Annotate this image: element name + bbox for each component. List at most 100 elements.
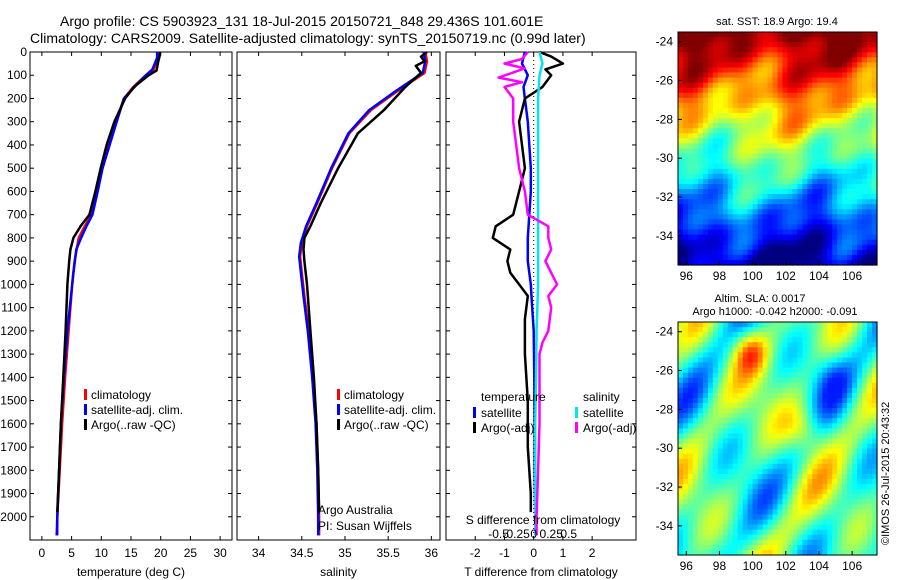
sst-heatmap-cell bbox=[832, 67, 838, 74]
sst-heatmap-cell bbox=[752, 113, 759, 119]
sst-heatmap-cell bbox=[717, 224, 724, 231]
sst-heatmap-cell bbox=[807, 168, 813, 175]
sla-heatmap-cell bbox=[742, 423, 749, 429]
sla-heatmap-cell bbox=[812, 514, 818, 521]
series-line-satellite bbox=[533, 51, 544, 536]
sst-heatmap-cell bbox=[712, 254, 719, 261]
sla-heatmap-cell bbox=[732, 438, 739, 445]
sla-heatmap-cell bbox=[747, 327, 754, 333]
sst-heatmap-cell bbox=[692, 77, 699, 84]
sst-heatmap-cell bbox=[692, 97, 699, 104]
sst-heatmap-cell bbox=[727, 102, 734, 109]
sla-heatmap-cell bbox=[747, 322, 754, 328]
sla-heatmap-cell bbox=[777, 398, 784, 404]
sst-heatmap-cell bbox=[702, 184, 709, 190]
sst-heatmap-cell bbox=[683, 219, 689, 226]
sla-heatmap-cell bbox=[827, 327, 833, 333]
sla-heatmap-cell bbox=[857, 479, 863, 485]
sla-heatmap-cell bbox=[812, 398, 818, 404]
sst-heatmap-cell bbox=[707, 37, 714, 43]
sla-heatmap-cell bbox=[767, 489, 774, 495]
sst-heatmap-cell bbox=[683, 229, 689, 236]
sla-heatmap-cell bbox=[697, 428, 704, 435]
sla-heatmap-cell bbox=[847, 377, 853, 384]
sst-heatmap-cell bbox=[832, 143, 838, 150]
sla-heatmap-cell bbox=[822, 468, 828, 475]
sla-heatmap-cell bbox=[683, 418, 689, 424]
sla-heatmap-cell bbox=[702, 499, 709, 505]
sla-heatmap-cell bbox=[752, 352, 759, 359]
sst-heatmap-cell bbox=[812, 57, 818, 63]
sst-heatmap-cell bbox=[822, 204, 828, 210]
sla-heatmap-cell bbox=[767, 463, 774, 470]
sla-heatmap-cell bbox=[678, 408, 684, 414]
sla-heatmap-cell bbox=[688, 499, 694, 505]
sst-heatmap-cell bbox=[772, 204, 779, 210]
sst-heatmap-cell bbox=[737, 158, 744, 165]
sla-heatmap-cell bbox=[807, 499, 813, 505]
sst-heatmap-cell bbox=[807, 77, 813, 84]
x-axis-label: salinity bbox=[320, 565, 357, 579]
sla-heatmap-cell bbox=[847, 438, 853, 445]
sla-heatmap-cell bbox=[812, 539, 818, 546]
sst-heatmap-cell bbox=[817, 148, 823, 155]
sst-heatmap-cell bbox=[827, 209, 833, 215]
sla-heatmap-cell bbox=[742, 322, 749, 328]
sst-heatmap-cell bbox=[777, 148, 784, 155]
sla-heatmap-cell bbox=[812, 549, 818, 556]
sla-heatmap-cell bbox=[867, 514, 873, 521]
sla-heatmap-cell bbox=[832, 362, 838, 369]
sla-heatmap-cell bbox=[722, 382, 729, 389]
sst-heatmap-cell bbox=[812, 47, 818, 53]
sla-heatmap-cell bbox=[747, 387, 754, 394]
sst-heatmap-cell bbox=[762, 173, 769, 180]
sst-heatmap-cell bbox=[767, 244, 774, 251]
sst-heatmap-cell bbox=[683, 72, 689, 79]
sla-heatmap-cell bbox=[747, 403, 754, 409]
sla-heatmap-cell bbox=[782, 539, 789, 546]
sla-heatmap-cell bbox=[827, 367, 833, 374]
sla-heatmap-cell bbox=[797, 499, 803, 505]
sst-heatmap-cell bbox=[752, 178, 759, 185]
sst-heatmap-cell bbox=[678, 133, 684, 139]
sst-heatmap-cell bbox=[852, 62, 858, 69]
sla-heatmap-cell bbox=[857, 352, 863, 359]
sla-heatmap-cell bbox=[727, 362, 734, 369]
sla-heatmap-cell bbox=[847, 357, 853, 364]
sst-heatmap-cell bbox=[737, 67, 744, 74]
sla-heatmap-cell bbox=[842, 463, 848, 470]
sst-heatmap-cell bbox=[817, 194, 823, 200]
sst-heatmap-cell bbox=[767, 234, 774, 241]
sla-heatmap-cell bbox=[732, 357, 739, 364]
sla-heatmap-cell bbox=[747, 494, 754, 500]
sst-heatmap-cell bbox=[702, 113, 709, 119]
sla-heatmap-cell bbox=[827, 352, 833, 359]
sla-heatmap-cell bbox=[787, 342, 794, 348]
sst-heatmap-cell bbox=[678, 138, 684, 145]
sst-heatmap-cell bbox=[802, 234, 808, 241]
sla-heatmap-cell bbox=[867, 367, 873, 374]
sla-heatmap-cell bbox=[852, 474, 858, 480]
sla-heatmap-cell bbox=[797, 403, 803, 409]
sla-heatmap-cell bbox=[692, 337, 699, 343]
sst-heatmap-cell bbox=[862, 123, 868, 129]
sst-heatmap-cell bbox=[832, 194, 838, 200]
sst-heatmap-cell bbox=[862, 57, 868, 63]
sla-heatmap-cell bbox=[717, 468, 724, 475]
sla-heatmap-cell bbox=[807, 458, 813, 465]
sla-heatmap-cell bbox=[782, 367, 789, 374]
sla-heatmap-cell bbox=[797, 357, 803, 364]
sst-heatmap-cell bbox=[787, 92, 794, 99]
sla-heatmap-cell bbox=[797, 524, 803, 531]
sla-heatmap-cell bbox=[678, 468, 684, 475]
sst-heatmap-cell bbox=[678, 229, 684, 236]
sst-heatmap-cell bbox=[772, 259, 779, 266]
sst-heatmap-cell bbox=[678, 168, 684, 175]
sla-heatmap-cell bbox=[732, 458, 739, 465]
sst-heatmap-cell bbox=[683, 254, 689, 261]
sla-heatmap-cell bbox=[762, 337, 769, 343]
sla-heatmap-cell bbox=[752, 549, 759, 556]
sst-heatmap-cell bbox=[782, 133, 789, 139]
sla-heatmap-cell bbox=[717, 514, 724, 521]
sst-heatmap-cell bbox=[867, 168, 873, 175]
